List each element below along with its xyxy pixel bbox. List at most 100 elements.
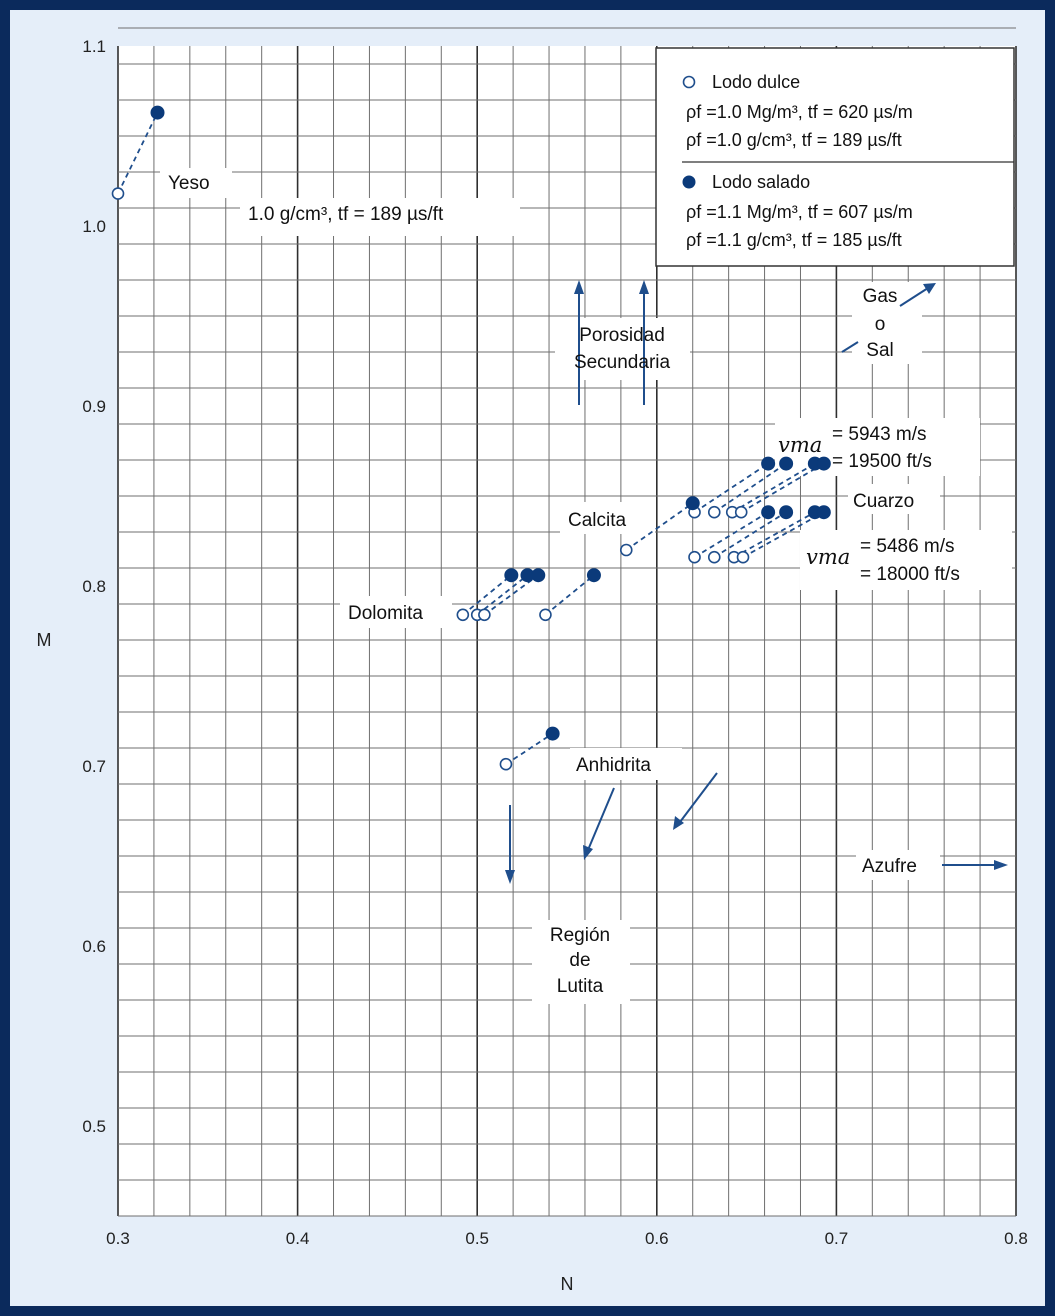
- legend-salt-line1: ρf =1.1 Mg/m³, tf = 607 µs/m: [686, 202, 913, 222]
- x-axis-label: N: [561, 1274, 574, 1294]
- arrow-lutita-2: [587, 787, 615, 851]
- x-tick-label: 0.6: [645, 1229, 669, 1248]
- y-tick-label: 1.1: [82, 37, 106, 56]
- point-lodo-dulce: [111, 187, 125, 200]
- pair-line: [505, 732, 554, 765]
- arrow-azufre-head: [994, 860, 1008, 870]
- label-region-1: Región: [550, 925, 610, 946]
- y-tick-label: 0.7: [82, 757, 106, 776]
- label-azufre: Azufre: [862, 856, 917, 877]
- bg-porosidad: [555, 318, 690, 380]
- point-lodo-salado: [816, 505, 831, 520]
- label-vma1-b: = 19500 ft/s: [832, 451, 932, 472]
- label-calcita: Calcita: [568, 510, 627, 531]
- label-vma2-symbol: vma: [806, 545, 850, 569]
- arrow-gas: [899, 287, 929, 307]
- label-gas-1: Gas: [863, 286, 898, 307]
- label-vma2-b: = 18000 ft/s: [860, 564, 960, 585]
- pair-line: [742, 511, 825, 558]
- tick-labels: 0.3 0.4 0.5 0.6 0.7 0.8 0.5 0.6 0.7 0.8 0.9 1.0 1.1: [82, 37, 1027, 1248]
- pair-line: [731, 462, 816, 513]
- pair-line: [625, 502, 694, 551]
- direction-arrows: [505, 280, 1008, 884]
- bg-vma2: [800, 530, 1012, 590]
- arrow-porosidad-left-head: [574, 280, 584, 294]
- bg-yeso: [160, 168, 232, 198]
- legend-salt-line2: ρf =1.1 g/cm³, tf = 185 µs/ft: [686, 230, 902, 250]
- pair-line: [740, 462, 825, 513]
- label-gas-2: o: [875, 314, 886, 335]
- pair-lines: [117, 112, 825, 765]
- arrow-lutita-3: [679, 772, 718, 823]
- bg-calcita: [560, 502, 655, 534]
- point-lodo-salado: [531, 568, 546, 583]
- point-lodo-dulce: [707, 550, 721, 564]
- point-lodo-dulce: [734, 505, 748, 519]
- legend-fresh-line2: ρf =1.0 g/cm³, tf = 189 µs/ft: [686, 130, 902, 150]
- y-tick-label: 0.5: [82, 1117, 106, 1136]
- legend-salt-label: Lodo salado: [712, 172, 810, 192]
- point-lodo-salado: [504, 568, 519, 583]
- arrow-lutita-3-head: [673, 816, 684, 830]
- label-gas-3: Sal: [866, 340, 893, 361]
- label-region-3: Lutita: [557, 976, 604, 997]
- legend-box: [655, 47, 1015, 267]
- y-tick-label: 1.0: [82, 217, 106, 236]
- point-lodo-dulce: [456, 608, 470, 622]
- arrow-lutita-2-head: [583, 845, 593, 860]
- label-yeso-fluid: 1.0 g/cm³, tf = 189 µs/ft: [248, 204, 444, 225]
- point-lodo-dulce: [478, 608, 491, 622]
- label-region-2: de: [569, 950, 590, 971]
- point-lodo-dulce: [619, 543, 633, 557]
- bg-gas: [852, 282, 922, 364]
- point-lodo-salado: [816, 456, 831, 471]
- label-porosidad-2: Secundaria: [574, 352, 671, 373]
- point-lodo-salado: [761, 456, 776, 471]
- point-lodo-dulce: [736, 550, 750, 564]
- pair-line: [117, 112, 159, 194]
- label-vma1-symbol: vma: [778, 433, 822, 457]
- point-lodo-salado: [779, 505, 794, 520]
- label-anhidrita: Anhidrita: [576, 755, 651, 776]
- point-lodo-dulce: [499, 757, 513, 771]
- x-tick-label: 0.7: [825, 1229, 849, 1248]
- arrow-porosidad-right-head: [639, 280, 649, 294]
- label-porosidad-1: Porosidad: [579, 325, 665, 346]
- point-lodo-salado: [761, 505, 776, 520]
- label-cuarzo: Cuarzo: [853, 491, 914, 512]
- legend: Lodo dulce ρf =1.0 Mg/m³, tf = 620 µs/m …: [655, 47, 1015, 267]
- legend-fresh-label: Lodo dulce: [712, 72, 800, 92]
- y-tick-label: 0.8: [82, 577, 106, 596]
- x-tick-label: 0.8: [1004, 1229, 1028, 1248]
- legend-fresh-marker: [682, 75, 696, 89]
- bg-yeso-fluid: [240, 198, 520, 236]
- legend-fresh-line1: ρf =1.0 Mg/m³, tf = 620 µs/m: [686, 102, 913, 122]
- pair-line: [694, 462, 769, 513]
- point-lodo-salado: [779, 456, 794, 471]
- y-tick-label: 0.9: [82, 397, 106, 416]
- x-tick-label: 0.5: [465, 1229, 489, 1248]
- label-yeso: Yeso: [168, 173, 210, 194]
- pair-line: [713, 462, 787, 513]
- bg-cuarzo: [848, 484, 940, 514]
- pair-line: [544, 574, 595, 616]
- point-lodo-salado: [586, 568, 601, 583]
- arrow-lutita-1-head: [505, 870, 515, 884]
- arrow-gas-head: [923, 283, 936, 294]
- point-lodo-salado: [685, 496, 700, 511]
- bg-anhidrita: [570, 748, 682, 780]
- point-lodo-salado: [150, 105, 165, 120]
- bg-azufre: [856, 850, 940, 880]
- point-lodo-salado: [545, 726, 560, 741]
- point-lodo-dulce: [707, 505, 721, 519]
- annotations: Yeso 1.0 g/cm³, tf = 189 µs/ft Porosidad…: [168, 173, 960, 997]
- point-lodo-dulce: [539, 608, 552, 622]
- label-vma2-a: = 5486 m/s: [860, 536, 955, 557]
- legend-salt-marker: [682, 175, 696, 189]
- label-backgrounds: [160, 168, 1012, 1004]
- label-dolomita: Dolomita: [348, 603, 423, 624]
- x-tick-label: 0.3: [106, 1229, 130, 1248]
- point-lodo-dulce: [688, 550, 701, 564]
- y-axis-label: M: [37, 630, 52, 650]
